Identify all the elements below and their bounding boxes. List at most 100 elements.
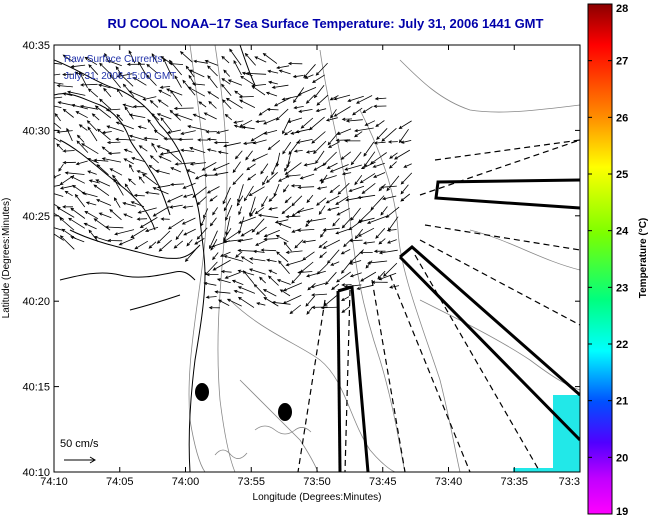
current-vector bbox=[116, 73, 133, 78]
current-vector bbox=[378, 272, 397, 281]
current-vector bbox=[192, 113, 206, 120]
current-vector bbox=[54, 184, 61, 188]
current-vector bbox=[296, 139, 313, 144]
current-vector bbox=[150, 112, 160, 121]
current-vector bbox=[236, 195, 244, 207]
current-vector bbox=[389, 285, 400, 289]
current-vector bbox=[194, 174, 205, 180]
current-vector bbox=[158, 239, 172, 252]
colorbar-tick-label: 21 bbox=[616, 396, 628, 408]
current-vector bbox=[75, 160, 88, 166]
current-vector bbox=[64, 171, 85, 175]
current-vector bbox=[209, 217, 217, 227]
current-vector bbox=[182, 182, 196, 189]
current-vector bbox=[380, 206, 388, 216]
current-vector bbox=[66, 127, 73, 142]
current-vector bbox=[341, 283, 352, 287]
current-vector bbox=[359, 173, 376, 184]
current-vector bbox=[313, 162, 327, 171]
current-vector bbox=[79, 104, 99, 110]
current-vector bbox=[173, 240, 184, 249]
buoy-marker bbox=[278, 403, 292, 421]
current-vector bbox=[262, 175, 269, 186]
sst-data-patch bbox=[513, 395, 580, 472]
current-vector bbox=[107, 238, 123, 243]
current-vector bbox=[265, 91, 278, 97]
current-vector bbox=[266, 258, 277, 262]
x-tick-label: 73:55 bbox=[237, 476, 265, 488]
x-tick-label: 73:3 bbox=[559, 476, 580, 488]
current-vector bbox=[109, 208, 122, 221]
current-vector bbox=[271, 161, 279, 176]
current-vector bbox=[373, 141, 386, 145]
current-vector bbox=[174, 75, 182, 88]
current-vector bbox=[219, 251, 231, 257]
current-vector bbox=[78, 124, 88, 131]
current-vector bbox=[388, 161, 397, 169]
current-vector bbox=[152, 187, 169, 195]
current-vector bbox=[163, 58, 172, 76]
current-vector bbox=[205, 295, 217, 299]
current-vector bbox=[223, 142, 241, 148]
current-vector bbox=[107, 60, 122, 67]
current-vector bbox=[167, 218, 185, 230]
current-vector bbox=[245, 150, 253, 161]
x-tick-label: 74:10 bbox=[40, 476, 68, 488]
current-vector bbox=[365, 260, 373, 269]
current-vector bbox=[221, 78, 231, 85]
current-vector bbox=[244, 52, 257, 66]
current-vector bbox=[131, 157, 146, 163]
current-vector bbox=[222, 99, 232, 110]
y-tick-label: 40:15 bbox=[22, 382, 50, 394]
current-vector bbox=[203, 208, 209, 219]
colorbar-tick-label: 28 bbox=[616, 3, 628, 15]
current-vector bbox=[133, 193, 145, 198]
current-vector bbox=[59, 235, 75, 250]
scale-arrow-icon bbox=[64, 456, 96, 464]
colorbar-tick-label: 27 bbox=[616, 56, 628, 68]
current-vector bbox=[323, 293, 340, 307]
current-vector bbox=[263, 117, 278, 125]
current-vector bbox=[344, 284, 362, 289]
current-vector bbox=[350, 207, 361, 221]
colorbar-tick-label: 22 bbox=[616, 339, 628, 351]
current-vector bbox=[313, 84, 325, 99]
current-vector bbox=[344, 139, 361, 143]
current-vector bbox=[182, 205, 194, 209]
current-vector bbox=[354, 175, 363, 186]
current-vector bbox=[97, 128, 111, 141]
current-vector bbox=[326, 162, 338, 169]
current-vector bbox=[398, 120, 412, 129]
current-vector bbox=[375, 228, 386, 239]
current-vector bbox=[234, 150, 243, 160]
current-vector bbox=[352, 107, 363, 116]
current-vector bbox=[147, 118, 158, 132]
current-vector bbox=[213, 171, 229, 176]
current-vector bbox=[62, 149, 75, 153]
current-vector bbox=[311, 293, 328, 297]
current-vector bbox=[232, 173, 244, 186]
current-vector bbox=[240, 75, 255, 86]
current-vector bbox=[378, 238, 386, 245]
current-vector bbox=[237, 248, 255, 253]
current-vector bbox=[329, 95, 339, 101]
current-vector bbox=[398, 128, 409, 144]
current-vector bbox=[126, 62, 145, 67]
current-vector bbox=[400, 140, 412, 144]
current-vector bbox=[249, 257, 266, 262]
current-vector bbox=[325, 195, 340, 204]
current-vector bbox=[127, 178, 136, 186]
current-vector bbox=[225, 97, 243, 109]
y-tick-label: 40:25 bbox=[22, 211, 50, 223]
current-vector bbox=[329, 184, 340, 194]
current-vector bbox=[137, 125, 147, 129]
current-vector bbox=[263, 130, 278, 135]
current-vector bbox=[382, 195, 397, 201]
current-vector bbox=[327, 131, 340, 146]
current-vector bbox=[360, 271, 377, 282]
current-vector bbox=[305, 218, 326, 223]
buoy-marker bbox=[195, 383, 209, 401]
current-vector bbox=[320, 306, 339, 310]
current-vector bbox=[85, 201, 97, 206]
current-vector bbox=[116, 113, 123, 121]
